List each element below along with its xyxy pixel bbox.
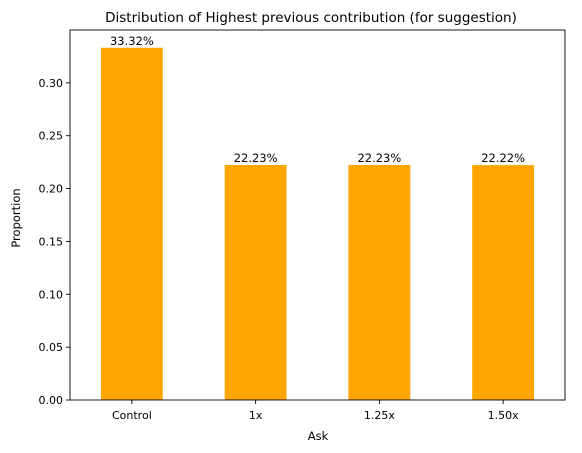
data-label: 33.32% (110, 34, 154, 48)
x-tick-label: Control (112, 409, 152, 422)
plot-frame (69, 29, 566, 401)
x-tick-label: 1.50x (488, 409, 519, 422)
data-labels-layer: 33.32% 22.23% 22.23% 22.22% (110, 34, 525, 165)
data-label: 22.23% (357, 151, 401, 165)
bar-1-25x (348, 164, 411, 400)
chart-title: Distribution of Highest previous contrib… (105, 10, 517, 26)
y-axis: 0.00 0.05 0.10 0.15 0.20 0.25 0.30 (39, 77, 70, 407)
bars-layer (100, 47, 535, 400)
y-tick-label: 0.15 (39, 235, 64, 248)
y-tick-label: 0.00 (39, 394, 64, 407)
y-tick-label: 0.20 (39, 183, 64, 196)
x-tick-label: 1.25x (364, 409, 395, 422)
y-tick-label: 0.25 (39, 130, 64, 143)
data-label: 22.22% (481, 151, 525, 165)
bar-control (100, 47, 163, 400)
x-axis-label: Ask (308, 429, 329, 443)
y-tick-label: 0.30 (39, 77, 64, 90)
bar-1-50x (472, 165, 535, 400)
y-tick-label: 0.10 (39, 288, 64, 301)
x-tick-label: 1x (249, 409, 263, 422)
bar-1x (224, 164, 287, 400)
data-label: 22.23% (234, 151, 278, 165)
y-axis-label: Proportion (9, 188, 23, 247)
x-axis: Control 1x 1.25x 1.50x (112, 400, 519, 422)
y-tick-label: 0.05 (39, 341, 64, 354)
